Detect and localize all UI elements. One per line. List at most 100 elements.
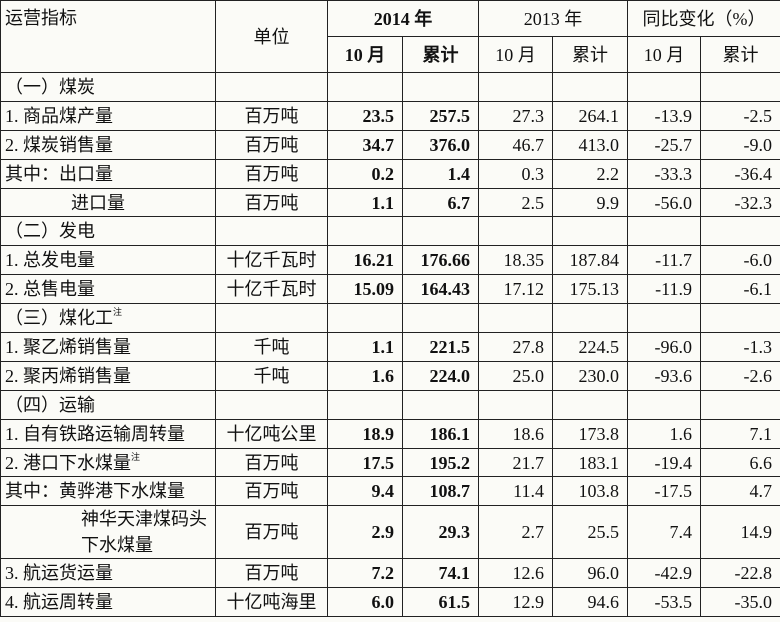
unit: 十亿千瓦时 (226, 250, 317, 271)
value-cell: 96.0 (552, 558, 628, 589)
value-cell: 103.8 (552, 476, 628, 507)
unit-cell: 十亿千瓦时 (215, 274, 328, 305)
value-cell (627, 216, 701, 247)
header-cell: 单位 (215, 0, 328, 73)
unit: 百万吨 (244, 522, 299, 543)
value: 27.3 (512, 105, 545, 126)
value-cell (478, 303, 553, 334)
value-cell: -25.7 (627, 129, 701, 160)
header-cell: 同比变化（%） (627, 0, 780, 37)
value-cell: 27.8 (478, 332, 553, 362)
value-cell: 1.1 (327, 332, 403, 362)
value: 1.6 (669, 423, 693, 444)
value-cell (552, 72, 628, 102)
value-cell: 15.09 (327, 274, 403, 305)
unit-cell: 十亿吨海里 (215, 587, 328, 618)
value-cell (627, 389, 701, 420)
value-cell: 11.4 (478, 476, 553, 507)
value-cell: 183.1 (552, 447, 628, 478)
value: 376.0 (429, 134, 471, 155)
label-cell: 1. 聚乙烯销售量 (0, 332, 216, 362)
subheader-cell: 10 月 (327, 36, 403, 73)
table-row: （四）运输 (0, 389, 780, 420)
value: -56.0 (654, 192, 693, 213)
value-cell: 6.0 (327, 587, 403, 618)
value: 7.1 (749, 423, 773, 444)
value-cell: 221.5 (402, 332, 479, 362)
value: -2.6 (743, 365, 773, 386)
value: 15.09 (353, 279, 395, 300)
label-cell: 2. 总售电量 (0, 274, 216, 305)
value-cell: -22.8 (700, 558, 780, 589)
value: -25.7 (654, 134, 693, 155)
unit: 千吨 (253, 365, 290, 386)
table-row: 2. 港口下水煤量注 百万吨 17.5 195.2 21.7 183.1 -19.4 6.6 (0, 447, 780, 478)
unit: 百万吨 (244, 163, 299, 184)
value-cell: 46.7 (478, 129, 553, 160)
value-cell: 264.1 (552, 100, 628, 131)
value: -93.6 (654, 365, 693, 386)
value: -42.9 (654, 563, 693, 584)
label-cell: 3. 航运货运量 (0, 558, 216, 589)
row-label: （三）煤化工 (5, 308, 113, 329)
value-cell: 23.5 (327, 100, 403, 131)
row-label: 2. 聚丙烯销售量 (5, 365, 131, 386)
value: 23.5 (362, 105, 395, 126)
value: -6.1 (743, 279, 773, 300)
row-label: 1. 商品煤产量 (5, 105, 113, 126)
value-cell: 6.7 (402, 187, 479, 218)
value-cell: 376.0 (402, 129, 479, 160)
value-cell: -9.0 (700, 129, 780, 160)
value: 25.0 (512, 365, 545, 386)
value: 46.7 (512, 134, 545, 155)
value-cell (478, 389, 553, 420)
value: 18.6 (512, 423, 545, 444)
value: 25.5 (587, 522, 620, 543)
table-row: 2. 聚丙烯销售量 千吨 1.6 224.0 25.0 230.0 -93.6 -2.6 (0, 360, 780, 391)
value-cell: 25.5 (552, 505, 628, 560)
value-cell: 9.9 (552, 187, 628, 218)
value: -36.4 (734, 163, 773, 184)
unit-cell (215, 303, 328, 334)
value-cell: 176.66 (402, 245, 479, 276)
value-cell: -17.5 (627, 476, 701, 507)
value-cell: 12.6 (478, 558, 553, 589)
value: 4.7 (749, 481, 773, 502)
value-cell: 16.21 (327, 245, 403, 276)
value: 2.5 (521, 192, 545, 213)
value-cell: 12.9 (478, 587, 553, 618)
value-cell: -32.3 (700, 187, 780, 218)
value-cell: 2.9 (327, 505, 403, 560)
value-cell (700, 216, 780, 247)
value: -2.5 (743, 105, 773, 126)
value: 264.1 (578, 105, 620, 126)
value-cell: 6.6 (700, 447, 780, 478)
value-cell: -35.0 (700, 587, 780, 618)
value-cell: 27.3 (478, 100, 553, 131)
value-cell (402, 216, 479, 247)
value: 103.8 (578, 481, 620, 502)
note-mark: 注 (113, 307, 123, 318)
unit-cell: 百万吨 (215, 505, 328, 560)
value-cell: 175.13 (552, 274, 628, 305)
unit-cell: 百万吨 (215, 158, 328, 189)
value-cell: -36.4 (700, 158, 780, 189)
subheader-cell: 累计 (552, 36, 628, 73)
value: 6.7 (447, 192, 471, 213)
row-label: 其中：出口量 (5, 163, 113, 184)
unit-cell (215, 216, 328, 247)
value-cell (552, 389, 628, 420)
row-label: （四）运输 (5, 394, 95, 415)
value-cell: -2.6 (700, 360, 780, 391)
unit-cell: 千吨 (215, 332, 328, 362)
value-cell: -11.9 (627, 274, 701, 305)
value-cell: 17.5 (327, 447, 403, 478)
value-cell: 1.6 (327, 360, 403, 391)
value: 0.3 (521, 163, 545, 184)
value: 11.4 (513, 481, 544, 502)
label-cell: （三）煤化工注 (0, 303, 216, 334)
value-cell: 195.2 (402, 447, 479, 478)
value: 173.8 (578, 423, 620, 444)
label-cell: 1. 商品煤产量 (0, 100, 216, 131)
row-label: （二）发电 (5, 221, 95, 242)
